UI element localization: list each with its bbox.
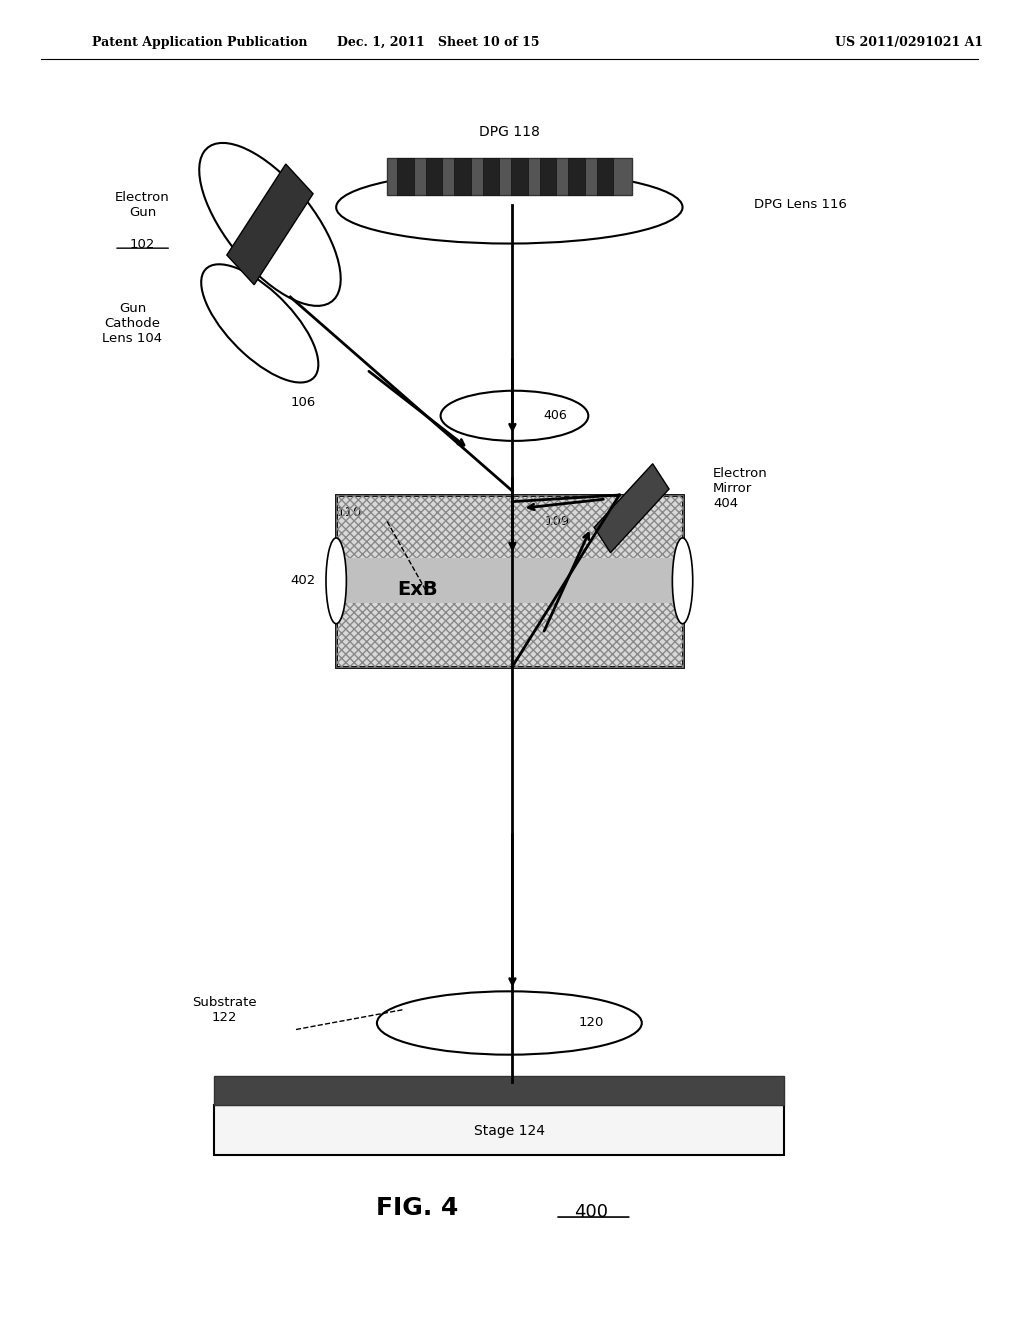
Text: 109: 109 — [545, 515, 570, 528]
Text: Electron
Mirror
404: Electron Mirror 404 — [713, 467, 768, 510]
Ellipse shape — [377, 991, 642, 1055]
Text: DPG Lens 116: DPG Lens 116 — [754, 198, 847, 211]
Bar — [336, 495, 683, 667]
Bar — [214, 1076, 784, 1105]
Text: 406: 406 — [544, 409, 567, 422]
Text: ExB: ExB — [397, 579, 438, 599]
Ellipse shape — [673, 539, 692, 623]
Text: 102: 102 — [130, 238, 156, 251]
Text: FIG. 4: FIG. 4 — [377, 1196, 459, 1220]
Bar — [483, 158, 499, 195]
Ellipse shape — [326, 539, 346, 623]
Text: Electron
Gun: Electron Gun — [116, 190, 170, 219]
Text: Stage 124: Stage 124 — [474, 1125, 545, 1138]
Text: 400: 400 — [573, 1203, 608, 1221]
Ellipse shape — [440, 391, 589, 441]
Bar — [336, 558, 683, 603]
Text: 110: 110 — [336, 506, 361, 519]
Bar — [540, 158, 556, 195]
Bar — [397, 158, 414, 195]
Polygon shape — [227, 164, 313, 285]
Text: Dec. 1, 2011   Sheet 10 of 15: Dec. 1, 2011 Sheet 10 of 15 — [337, 36, 540, 49]
Bar — [455, 158, 471, 195]
Ellipse shape — [336, 172, 683, 243]
Text: 402: 402 — [291, 574, 315, 587]
FancyBboxPatch shape — [336, 495, 683, 667]
Text: US 2011/0291021 A1: US 2011/0291021 A1 — [836, 36, 983, 49]
Text: Substrate
122: Substrate 122 — [191, 995, 256, 1024]
Bar — [568, 158, 585, 195]
Bar — [387, 158, 632, 195]
Bar — [426, 158, 442, 195]
Polygon shape — [594, 463, 669, 553]
Text: Gun
Cathode
Lens 104: Gun Cathode Lens 104 — [102, 302, 163, 345]
Text: 106: 106 — [291, 396, 315, 409]
Bar — [511, 158, 527, 195]
Bar — [597, 158, 613, 195]
Bar — [214, 1105, 784, 1155]
Text: Patent Application Publication: Patent Application Publication — [92, 36, 307, 49]
Text: 120: 120 — [579, 1016, 603, 1030]
Text: DPG 118: DPG 118 — [479, 124, 540, 139]
